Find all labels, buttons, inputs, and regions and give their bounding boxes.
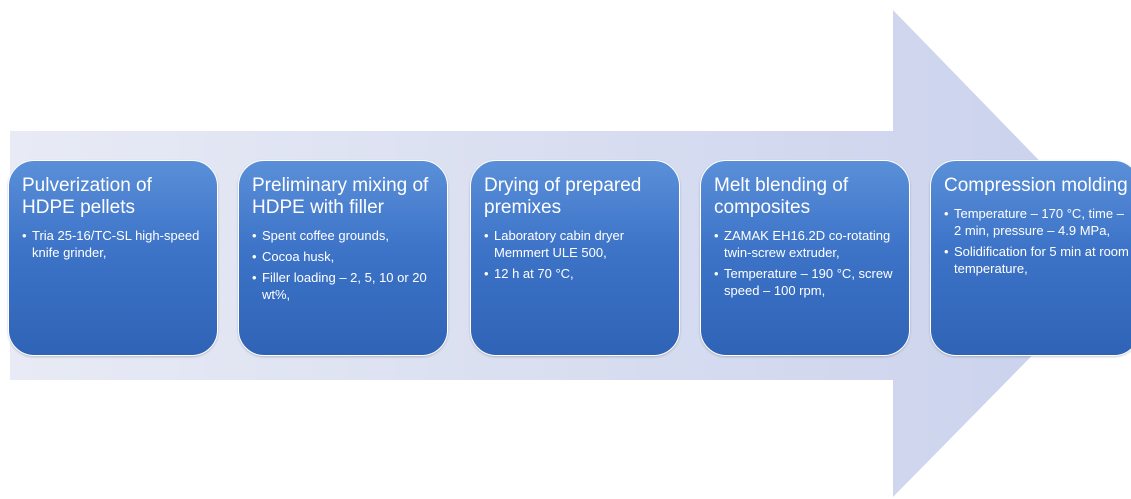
- bullet-item: Solidification for 5 min at room tempera…: [944, 243, 1129, 277]
- step-title: Drying of prepared premixes: [484, 175, 642, 218]
- bullet-item: Laboratory cabin dryer Memmert ULE 500,: [484, 227, 669, 261]
- bullet-item: 12 h at 70 °C,: [484, 265, 669, 282]
- bullet-item: Spent coffee grounds,: [252, 227, 437, 244]
- step-box: Preliminary mixing of HDPE with filler Sp…: [238, 160, 448, 356]
- step-bullets: Temperature – 170 °C, time – 2 min, pres…: [944, 205, 1129, 277]
- bullet-item: Temperature – 170 °C, time – 2 min, pres…: [944, 205, 1129, 239]
- step-bullets: Laboratory cabin dryer Memmert ULE 500, 1…: [484, 227, 669, 282]
- step-title: Pulverization of HDPE pellets: [22, 175, 152, 218]
- step-box: Drying of prepared premixes Laboratory ca…: [470, 160, 680, 356]
- step-box: Melt blending of composites ZAMAK EH16.2D…: [700, 160, 910, 356]
- bullet-item: Filler loading – 2, 5, 10 or 20 wt%,: [252, 269, 437, 303]
- step-title: Melt blending of composites: [714, 175, 849, 218]
- step-title: Preliminary mixing of HDPE with filler: [252, 175, 429, 218]
- step-title: Compression molding: [944, 175, 1128, 196]
- step-bullets: ZAMAK EH16.2D co-rotating twin-screw ext…: [714, 227, 899, 299]
- step-bullets: Spent coffee grounds, Cocoa husk, Filler l…: [252, 227, 437, 303]
- step-box: Pulverization of HDPE pellets Tria 25-16/…: [8, 160, 218, 356]
- step-box: Compression molding Temperature – 170 °C,…: [930, 160, 1131, 356]
- bullet-item: Tria 25-16/TC-SL high-speed knife grinde…: [22, 227, 207, 261]
- step-bullets: Tria 25-16/TC-SL high-speed knife grinde…: [22, 227, 207, 261]
- bullet-item: ZAMAK EH16.2D co-rotating twin-screw ext…: [714, 227, 899, 261]
- bullet-item: Temperature – 190 °C, screw speed – 100 …: [714, 265, 899, 299]
- bullet-item: Cocoa husk,: [252, 248, 437, 265]
